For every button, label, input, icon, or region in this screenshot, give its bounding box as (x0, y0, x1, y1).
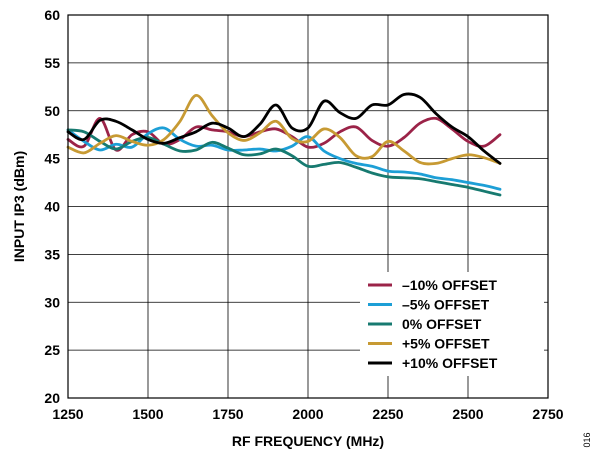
figure-code: 016 (582, 432, 592, 447)
y-tick-label: 55 (44, 55, 60, 71)
x-tick-label: 2000 (292, 406, 323, 422)
y-tick-labels: 20 25 30 35 40 45 50 55 60 (44, 7, 60, 406)
y-tick-label: 40 (44, 199, 60, 215)
x-tick-label: 1250 (52, 406, 83, 422)
series-line-1 (66, 116, 502, 152)
legend-label: +5% OFFSET (402, 336, 490, 352)
series-line-5 (66, 92, 502, 165)
x-tick-labels: 1250 1500 1750 2000 2250 2500 2750 (52, 406, 563, 422)
x-tick-label: 2500 (452, 406, 483, 422)
y-tick-label: 20 (44, 390, 60, 406)
legend-label: +10% OFFSET (402, 355, 498, 371)
legend-label: –10% OFFSET (402, 277, 497, 293)
plot-frame (67, 14, 549, 399)
grid (67, 14, 549, 399)
x-tick-label: 2250 (372, 406, 403, 422)
y-tick-label: 25 (44, 342, 60, 358)
y-tick-label: 45 (44, 151, 60, 167)
series-group (66, 92, 502, 197)
series-line-4 (66, 94, 502, 166)
x-tick-label: 1750 (212, 406, 243, 422)
x-axis-label: RF FREQUENCY (MHz) (232, 433, 384, 449)
legend-label: –5% OFFSET (402, 297, 490, 313)
y-tick-label: 35 (44, 246, 60, 262)
legend: –10% OFFSET –5% OFFSET 0% OFFSET +5% OFFSET… (360, 272, 544, 376)
series-line-3 (66, 128, 502, 197)
y-axis-label: INPUT IP3 (dBm) (11, 151, 27, 262)
y-tick-label: 60 (44, 7, 60, 23)
x-tick-label: 1500 (132, 406, 163, 422)
x-tick-label: 2750 (532, 406, 563, 422)
series-line-2 (66, 126, 502, 191)
y-tick-label: 30 (44, 294, 60, 310)
legend-label: 0% OFFSET (402, 316, 482, 332)
y-tick-label: 50 (44, 103, 60, 119)
